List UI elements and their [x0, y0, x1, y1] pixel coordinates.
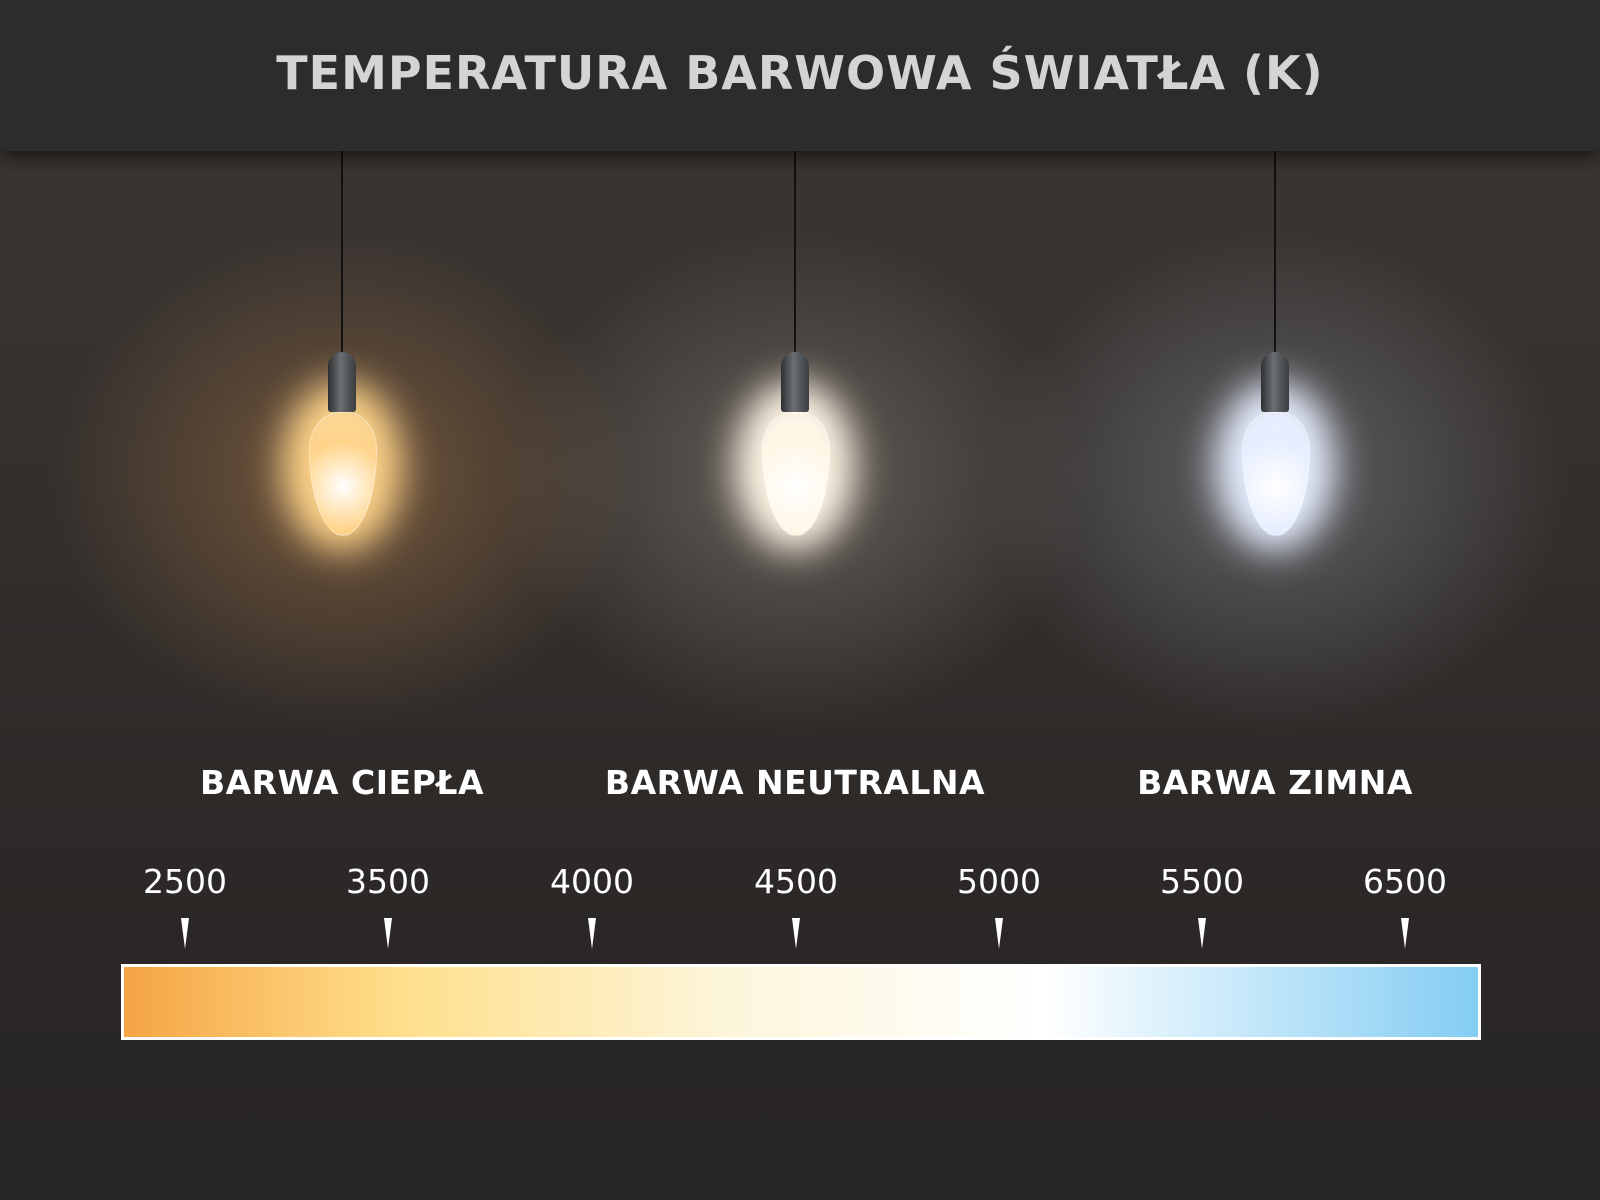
light-bulb-1	[282, 151, 402, 551]
tick-label: 2500	[143, 862, 227, 901]
cord	[794, 151, 796, 352]
category-label: BARWA NEUTRALNA	[604, 763, 986, 802]
header: TEMPERATURA BARWOWA ŚWIATŁA (K)	[0, 0, 1600, 151]
light-bulb-3	[1215, 151, 1335, 551]
socket	[328, 352, 356, 412]
cord	[341, 151, 343, 352]
tick-marker	[384, 918, 392, 949]
category-label: BARWA CIEPŁA	[199, 763, 485, 802]
tick-label: 4500	[754, 862, 838, 901]
page-title: TEMPERATURA BARWOWA ŚWIATŁA (K)	[276, 46, 1324, 100]
tick-marker	[1198, 918, 1206, 949]
tick-label: 5000	[957, 862, 1041, 901]
light-bulb-2	[735, 151, 855, 551]
tick-marker	[1401, 918, 1409, 949]
tick-label: 6500	[1363, 862, 1447, 901]
tick-marker	[588, 918, 596, 949]
tick-label: 4000	[550, 862, 634, 901]
cord	[1274, 151, 1276, 352]
tick-label: 5500	[1160, 862, 1244, 901]
tick-marker	[995, 918, 1003, 949]
category-label: BARWA ZIMNA	[1137, 763, 1413, 802]
socket	[1261, 352, 1289, 412]
tick-marker	[792, 918, 800, 949]
tick-label: 3500	[346, 862, 430, 901]
socket	[781, 352, 809, 412]
color-temperature-gradient-bar	[121, 964, 1481, 1040]
tick-marker	[181, 918, 189, 949]
